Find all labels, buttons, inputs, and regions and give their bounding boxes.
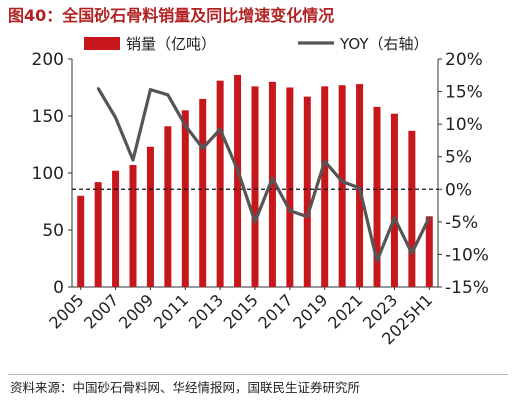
yoy-point	[184, 124, 187, 127]
legend-line-label: YOY（右轴）	[339, 35, 429, 53]
bar	[199, 98, 207, 288]
bar	[164, 126, 172, 287]
x-tick-label: 2017	[254, 290, 296, 332]
yoy-point	[166, 93, 170, 97]
yoy-point	[393, 216, 396, 220]
yoy-point	[236, 168, 239, 171]
legend-bar-label: 销量（亿吨）	[126, 35, 216, 53]
yoy-point	[358, 186, 361, 190]
yoy-point	[288, 209, 292, 212]
yoy-point	[114, 116, 117, 119]
yoy-point	[306, 215, 309, 218]
bar	[77, 195, 85, 287]
bar	[251, 86, 259, 287]
right-tick-label: -5%	[445, 213, 478, 233]
yoy-point	[323, 160, 326, 163]
bar	[234, 74, 242, 288]
chart-title: 图40：全国砂石骨料销量及同比增速变化情况	[8, 6, 335, 25]
bar	[390, 113, 398, 287]
bar	[94, 182, 102, 287]
bar	[373, 106, 381, 287]
yoy-point	[375, 259, 379, 263]
chart: 0 50 100 150 200 -15% -10% -5% 0% 5% 10% 15% 20% 2005…	[32, 35, 489, 348]
x-tick-label: 2019	[289, 290, 331, 332]
yoy-point	[218, 128, 222, 131]
x-tick-label: 2013	[185, 290, 227, 332]
bar	[268, 81, 276, 287]
right-tick-label: 0%	[445, 180, 472, 200]
left-tick-label: 50	[42, 221, 64, 241]
x-tick-label: 2005	[45, 290, 87, 332]
bar	[286, 87, 294, 287]
right-tick-label: 10%	[445, 115, 483, 135]
yoy-point	[201, 147, 204, 150]
bar	[112, 170, 120, 287]
x-tick-label: 2015	[220, 290, 262, 332]
left-tick-label: 0	[53, 278, 64, 298]
left-tick-label: 100	[32, 164, 64, 184]
yoy-point	[131, 158, 135, 162]
yoy-point	[410, 251, 414, 255]
yoy-point	[428, 216, 431, 219]
right-tick-label: 20%	[445, 50, 483, 70]
x-tick-label: 2009	[115, 290, 157, 332]
source-note: 资料来源：中国砂石骨料网、华经情报网，国联民生证券研究所	[10, 380, 361, 395]
bar	[425, 216, 433, 287]
bar	[356, 84, 364, 287]
yoy-point	[340, 180, 344, 183]
bar	[146, 146, 154, 287]
yoy-line	[96, 87, 431, 263]
bar	[303, 96, 311, 288]
bar	[338, 85, 346, 287]
yoy-point	[271, 177, 274, 180]
left-tick-label: 200	[32, 50, 64, 70]
bar	[181, 110, 189, 287]
bar	[321, 86, 329, 287]
right-tick-label: -15%	[445, 278, 489, 298]
right-tick-label: 5%	[445, 148, 472, 168]
bar	[129, 165, 137, 287]
right-tick-label: -10%	[445, 245, 489, 265]
bar	[408, 130, 416, 287]
x-tick-label: 2011	[150, 290, 192, 332]
source-divider	[8, 374, 508, 375]
bar	[216, 80, 224, 287]
yoy-point	[253, 220, 257, 224]
legend-bar-swatch	[84, 37, 120, 50]
x-tick-label: 2021	[324, 290, 366, 332]
left-tick-label: 150	[32, 107, 64, 127]
x-tick-label: 2007	[80, 290, 122, 332]
yoy-point	[96, 87, 100, 90]
right-tick-label: 15%	[445, 83, 483, 103]
yoy-point	[149, 88, 152, 91]
